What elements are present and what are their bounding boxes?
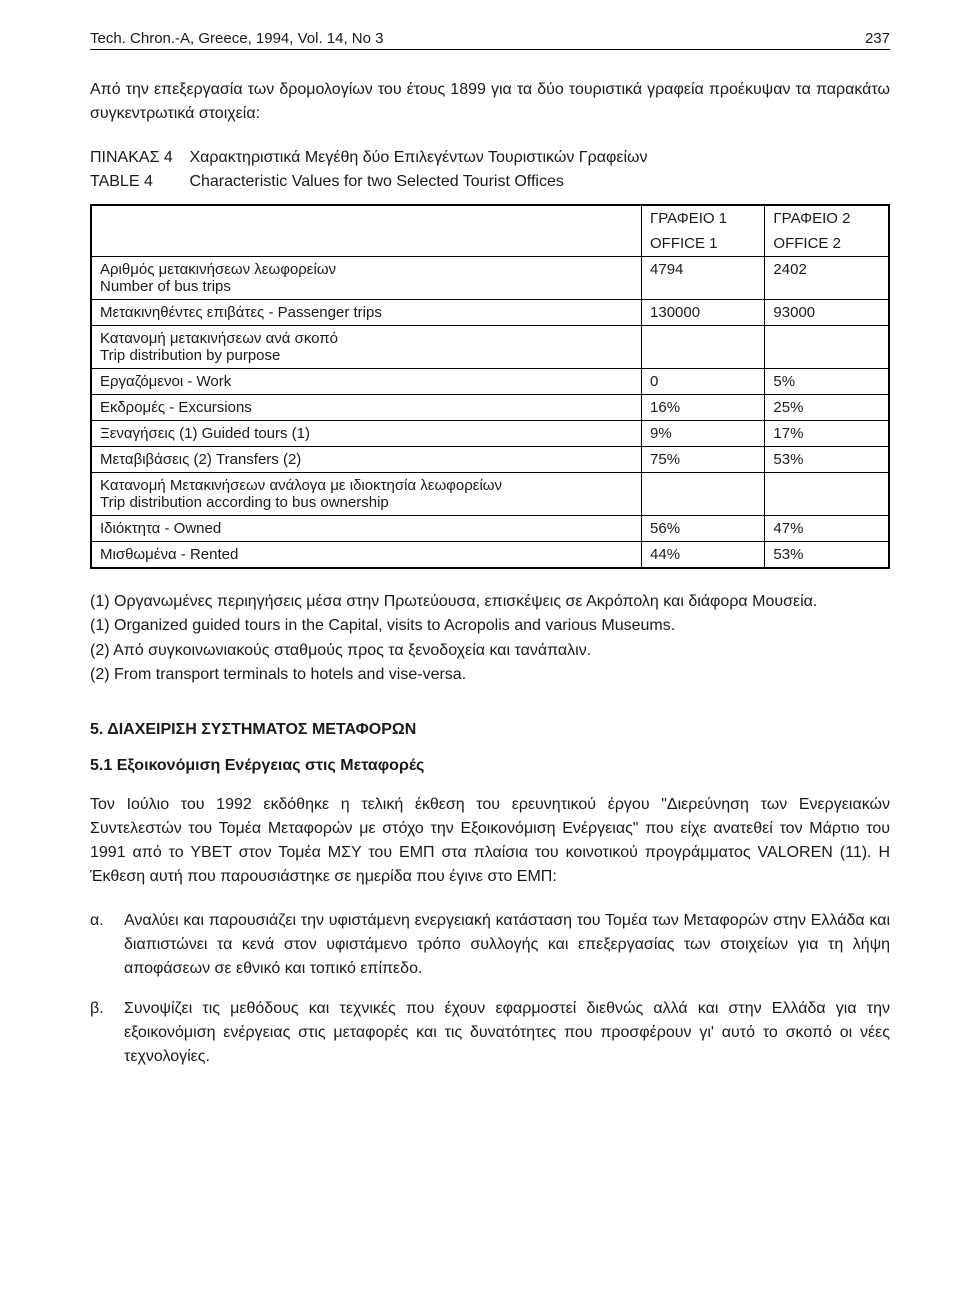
alpha-list: α.Αναλύει και παρουσιάζει την υφιστάμενη… [90, 909, 890, 1069]
row-value-2: 2402 [765, 257, 889, 300]
row-label: Ιδιόκτητα - Owned [91, 516, 642, 542]
row-value-2 [765, 473, 889, 516]
row-label: Εκδρομές - Excursions [91, 395, 642, 421]
caption-text-en: Characteristic Values for two Selected T… [189, 173, 563, 190]
intro-paragraph: Από την επεξεργασία των δρομολογίων του … [90, 78, 890, 126]
table-subheader-c1: OFFICE 1 [642, 231, 765, 257]
row-value-2 [765, 326, 889, 369]
row-value-1: 16% [642, 395, 765, 421]
row-value-1: 4794 [642, 257, 765, 300]
list-item-marker: α. [90, 909, 124, 981]
row-value-1: 75% [642, 447, 765, 473]
table-header-c2: ΓΡΑΦΕΙΟ 2 [765, 205, 889, 231]
list-item: α.Αναλύει και παρουσιάζει την υφιστάμενη… [90, 909, 890, 981]
table-row: Εκδρομές - Excursions16%25% [91, 395, 889, 421]
table-row: Κατανομή Μετακινήσεων ανάλογα με ιδιοκτη… [91, 473, 889, 516]
table-body: Αριθμός μετακινήσεων λεωφορείων Number o… [91, 257, 889, 569]
subsection-heading: 5.1 Εξοικονόμιση Ενέργειας στις Μεταφορέ… [90, 757, 890, 775]
table-header-c1: ΓΡΑΦΕΙΟ 1 [642, 205, 765, 231]
data-table: ΓΡΑΦΕΙΟ 1 ΓΡΑΦΕΙΟ 2 OFFICE 1 OFFICE 2 Αρ… [90, 204, 890, 569]
table-row: Αριθμός μετακινήσεων λεωφορείων Number o… [91, 257, 889, 300]
row-value-1 [642, 326, 765, 369]
row-value-1 [642, 473, 765, 516]
row-label: Μισθωμένα - Rented [91, 542, 642, 569]
row-label: Κατανομή μετακινήσεων ανά σκοπό Trip dis… [91, 326, 642, 369]
table-row: Ξεναγήσεις (1) Guided tours (1)9%17% [91, 421, 889, 447]
row-value-2: 53% [765, 447, 889, 473]
list-item-marker: β. [90, 997, 124, 1069]
table-notes: (1) Οργανωμένες περιηγήσεις μέσα στην Πρ… [90, 591, 890, 687]
row-value-2: 5% [765, 369, 889, 395]
caption-label-en: TABLE 4 [90, 170, 185, 194]
table-note: (2) Από συγκοινωνιακούς σταθμούς προς τα… [90, 640, 890, 662]
caption-label-gr: ΠΙΝΑΚΑΣ 4 [90, 146, 185, 170]
row-label: Αριθμός μετακινήσεων λεωφορείων Number o… [91, 257, 642, 300]
row-value-1: 44% [642, 542, 765, 569]
page: Tech. Chron.-A, Greece, 1994, Vol. 14, N… [0, 0, 960, 1315]
table-header-blank [91, 205, 642, 231]
table-row: Εργαζόμενοι - Work05% [91, 369, 889, 395]
running-head: Tech. Chron.-A, Greece, 1994, Vol. 14, N… [90, 30, 890, 50]
row-label: Μεταβιβάσεις (2) Transfers (2) [91, 447, 642, 473]
section-paragraph: Τον Ιούλιο του 1992 εκδόθηκε η τελική έκ… [90, 793, 890, 889]
running-head-right: 237 [865, 30, 890, 47]
table-row: Μετακινηθέντες επιβάτες - Passenger trip… [91, 300, 889, 326]
row-label: Ξεναγήσεις (1) Guided tours (1) [91, 421, 642, 447]
table-note: (1) Οργανωμένες περιηγήσεις μέσα στην Πρ… [90, 591, 890, 613]
row-value-1: 0 [642, 369, 765, 395]
row-value-1: 9% [642, 421, 765, 447]
table-row: Κατανομή μετακινήσεων ανά σκοπό Trip dis… [91, 326, 889, 369]
table-subheader-c2: OFFICE 2 [765, 231, 889, 257]
row-value-2: 25% [765, 395, 889, 421]
table-note: (2) From transport terminals to hotels a… [90, 664, 890, 686]
caption-text-gr: Χαρακτηριστικά Μεγέθη δύο Επιλεγέντων Το… [189, 149, 647, 166]
row-value-2: 53% [765, 542, 889, 569]
running-head-left: Tech. Chron.-A, Greece, 1994, Vol. 14, N… [90, 30, 384, 47]
row-value-1: 56% [642, 516, 765, 542]
row-value-1: 130000 [642, 300, 765, 326]
table-row: Μισθωμένα - Rented44%53% [91, 542, 889, 569]
table-row: Μεταβιβάσεις (2) Transfers (2)75%53% [91, 447, 889, 473]
table-header-row: ΓΡΑΦΕΙΟ 1 ΓΡΑΦΕΙΟ 2 [91, 205, 889, 231]
table-note: (1) Organized guided tours in the Capita… [90, 615, 890, 637]
section-heading: 5. ΔΙΑΧΕΙΡΙΣΗ ΣΥΣΤΗΜΑΤΟΣ ΜΕΤΑΦΟΡΩΝ [90, 721, 890, 739]
table-subheader-row: OFFICE 1 OFFICE 2 [91, 231, 889, 257]
list-item-text: Αναλύει και παρουσιάζει την υφιστάμενη ε… [124, 909, 890, 981]
table-caption: ΠΙΝΑΚΑΣ 4 Χαρακτηριστικά Μεγέθη δύο Επιλ… [90, 146, 890, 194]
row-label: Εργαζόμενοι - Work [91, 369, 642, 395]
row-value-2: 93000 [765, 300, 889, 326]
list-item: β.Συνοψίζει τις μεθόδους και τεχνικές πο… [90, 997, 890, 1069]
row-value-2: 17% [765, 421, 889, 447]
row-value-2: 47% [765, 516, 889, 542]
list-item-text: Συνοψίζει τις μεθόδους και τεχνικές που … [124, 997, 890, 1069]
row-label: Μετακινηθέντες επιβάτες - Passenger trip… [91, 300, 642, 326]
row-label: Κατανομή Μετακινήσεων ανάλογα με ιδιοκτη… [91, 473, 642, 516]
table-row: Ιδιόκτητα - Owned56%47% [91, 516, 889, 542]
table-subheader-blank [91, 231, 642, 257]
